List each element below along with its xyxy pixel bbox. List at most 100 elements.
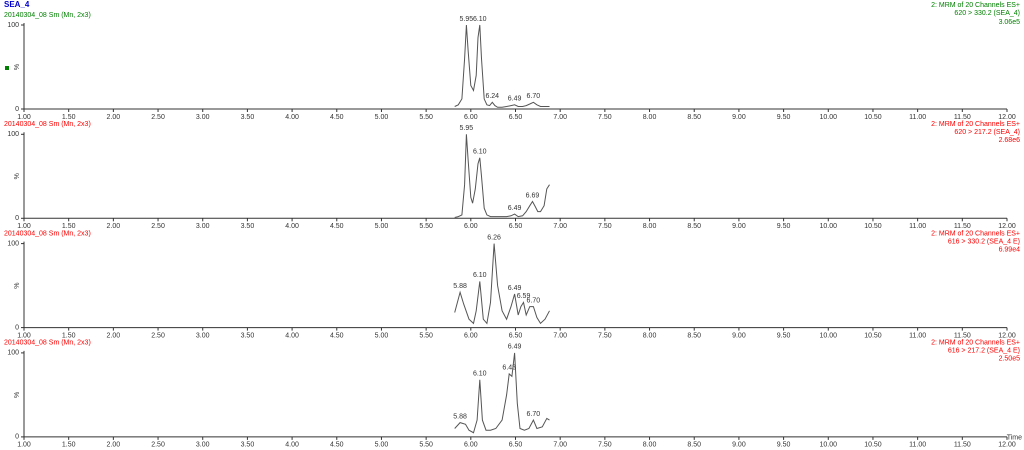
- x-tick-label: 3.50: [241, 114, 255, 121]
- x-tick-label: 4.50: [330, 223, 344, 230]
- x-tick-label: 10.50: [864, 442, 882, 449]
- trace-channel: 2: MRM of 20 Channels ES+: [931, 340, 1020, 347]
- x-tick-label: 2.00: [107, 442, 121, 449]
- x-tick-label: 12.00: [998, 332, 1016, 339]
- sample-title: SEA_4: [4, 0, 30, 9]
- x-tick-label: 3.00: [196, 332, 210, 339]
- x-tick-label: 6.50: [509, 114, 523, 121]
- x-tick-label: 4.00: [285, 223, 299, 230]
- x-tick-label: 3.50: [241, 223, 255, 230]
- x-tick-label: 4.50: [330, 114, 344, 121]
- x-tick-label: 9.50: [777, 442, 791, 449]
- x-tick-label: 11.50: [954, 332, 971, 339]
- trace-transition: 616 > 330.2 (SEA_4 E): [948, 238, 1020, 245]
- file-label: 20140304_08 Sm (Mn, 2x3): [4, 121, 91, 128]
- trace-intensity: 2.68e6: [999, 137, 1021, 144]
- trace-transition: 620 > 330.2 (SEA_4): [954, 10, 1020, 17]
- trace-channel: 2: MRM of 20 Channels ES+: [931, 2, 1020, 9]
- y-tick-label: 100: [7, 131, 19, 138]
- trace-line: [454, 134, 550, 218]
- x-tick-label: 10.00: [820, 223, 838, 230]
- peak-label: 6.10: [473, 149, 487, 156]
- x-tick-label: 10.00: [820, 442, 838, 449]
- x-tick-label: 3.50: [241, 442, 255, 449]
- x-tick-label: 1.50: [62, 332, 76, 339]
- peak-label: 6.59: [517, 293, 531, 300]
- x-tick-label: 5.00: [375, 332, 389, 339]
- y-tick-label: 100: [7, 350, 19, 357]
- y-tick-label: 0: [15, 324, 19, 331]
- x-tick-label: 2.00: [107, 114, 121, 121]
- x-tick-label: 5.00: [375, 114, 389, 121]
- x-tick-label: 3.00: [196, 223, 210, 230]
- trace-marker: [5, 66, 9, 70]
- x-tick-label: 8.50: [687, 442, 701, 449]
- x-tick-label: 6.00: [464, 114, 478, 121]
- x-tick-label: 2.00: [107, 223, 121, 230]
- peak-label: 6.49: [508, 285, 522, 292]
- y-axis-label: %: [14, 282, 21, 288]
- x-tick-label: 6.00: [464, 332, 478, 339]
- x-tick-label: 10.00: [820, 332, 838, 339]
- peak-label: 6.49: [508, 96, 522, 103]
- x-tick-label: 1.00: [17, 332, 31, 339]
- y-tick-label: 100: [7, 240, 19, 247]
- x-tick-label: 5.00: [375, 442, 389, 449]
- trace-intensity: 3.06e5: [999, 19, 1021, 26]
- trace-line: [454, 243, 550, 325]
- x-tick-label: 3.50: [241, 332, 255, 339]
- peak-label: 6.49: [508, 344, 522, 351]
- peak-label: 6.10: [473, 371, 487, 378]
- x-tick-label: 4.00: [285, 332, 299, 339]
- x-tick-label: 10.00: [820, 114, 838, 121]
- x-tick-label: 3.00: [196, 442, 210, 449]
- x-tick-label: 11.00: [909, 332, 926, 339]
- trace-transition: 620 > 217.2 (SEA_4): [954, 129, 1020, 136]
- x-tick-label: 9.00: [732, 332, 746, 339]
- x-tick-label: 9.00: [732, 114, 746, 121]
- x-tick-label: 7.50: [598, 332, 612, 339]
- peak-label: 6.70: [527, 93, 541, 100]
- y-tick-label: 0: [15, 215, 19, 222]
- x-tick-label: 4.50: [330, 332, 344, 339]
- x-tick-label: 12.00: [998, 442, 1016, 449]
- x-tick-label: 11.00: [909, 223, 926, 230]
- x-axis-label: Time: [1007, 435, 1022, 442]
- x-tick-label: 7.50: [598, 223, 612, 230]
- x-tick-label: 1.50: [62, 223, 76, 230]
- x-tick-label: 4.00: [285, 442, 299, 449]
- x-tick-label: 6.50: [509, 332, 523, 339]
- x-tick-label: 10.50: [864, 114, 882, 121]
- x-tick-label: 7.00: [553, 114, 567, 121]
- peak-label: 6.70: [527, 411, 541, 418]
- x-tick-label: 9.00: [732, 442, 746, 449]
- x-tick-label: 6.00: [464, 442, 478, 449]
- x-tick-label: 10.50: [864, 223, 882, 230]
- peak-label: 6.10: [473, 272, 487, 279]
- x-tick-label: 9.50: [777, 223, 791, 230]
- y-tick-label: 100: [7, 22, 19, 29]
- x-tick-label: 1.00: [17, 114, 31, 121]
- x-tick-label: 8.00: [643, 114, 657, 121]
- x-tick-label: 8.50: [687, 223, 701, 230]
- x-tick-label: 6.00: [464, 223, 478, 230]
- trace-line: [454, 352, 550, 434]
- trace-intensity: 2.50e5: [999, 356, 1021, 363]
- x-tick-label: 4.00: [285, 114, 299, 121]
- x-tick-label: 7.00: [553, 223, 567, 230]
- y-tick-label: 0: [15, 434, 19, 441]
- y-tick-label: 0: [15, 106, 19, 113]
- peak-label: 6.69: [526, 192, 540, 199]
- x-tick-label: 2.50: [151, 114, 165, 121]
- peak-label: 6.49: [508, 205, 522, 212]
- x-tick-label: 3.00: [196, 114, 210, 121]
- trace-transition: 616 > 217.2 (SEA_4 E): [948, 348, 1020, 355]
- x-tick-label: 4.50: [330, 442, 344, 449]
- x-tick-label: 5.00: [375, 223, 389, 230]
- x-tick-label: 12.00: [998, 223, 1016, 230]
- peak-label: 5.95: [460, 16, 474, 23]
- x-tick-label: 2.50: [151, 442, 165, 449]
- x-tick-label: 11.50: [954, 114, 971, 121]
- trace-channel: 2: MRM of 20 Channels ES+: [931, 230, 1020, 237]
